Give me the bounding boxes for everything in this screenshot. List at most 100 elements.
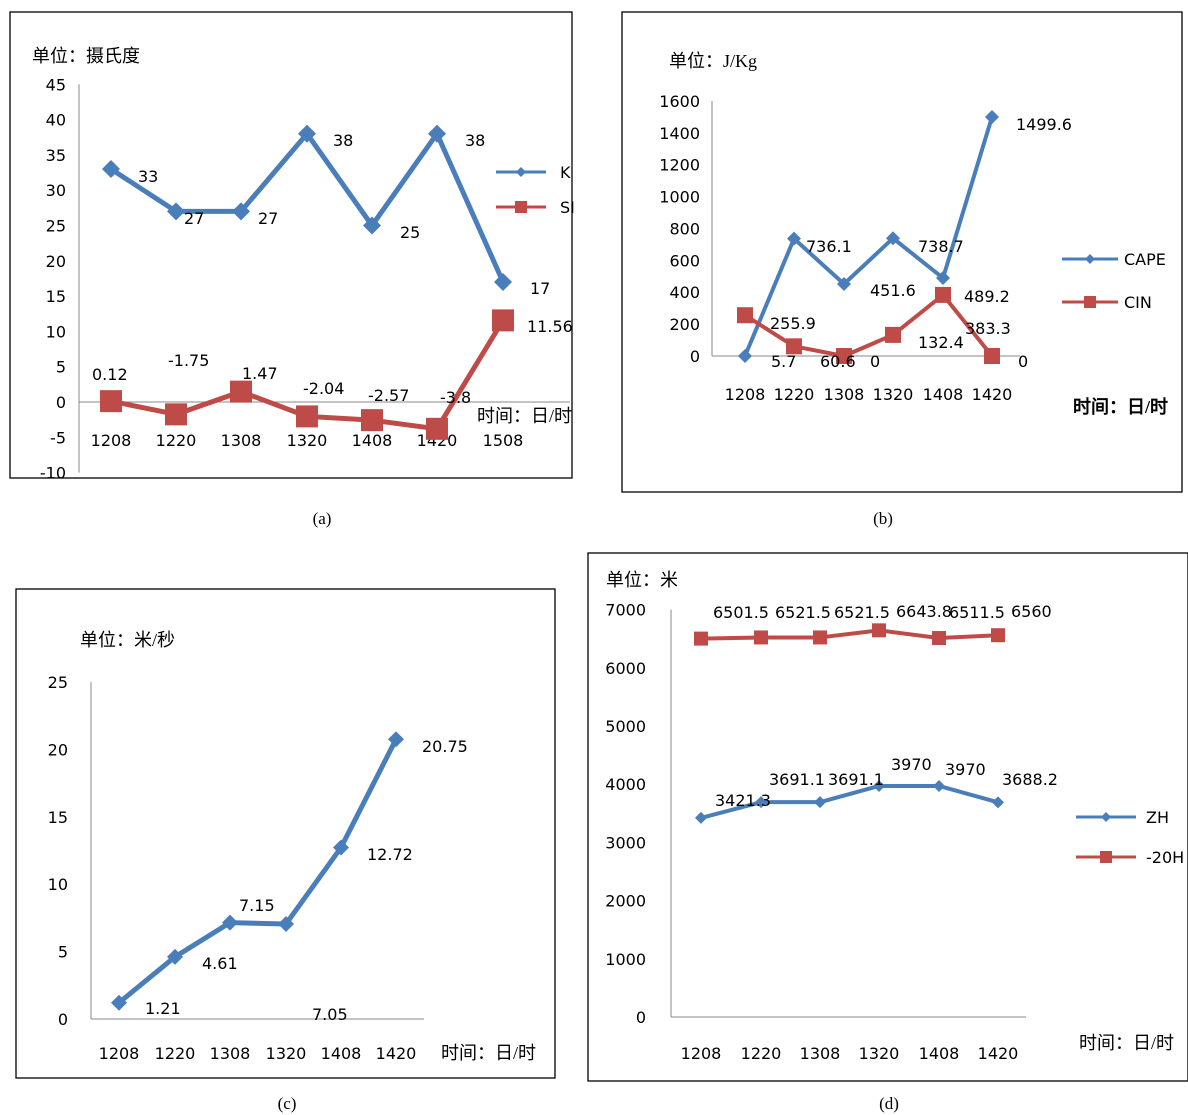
- chart-c-x-tick: 1408: [321, 1044, 362, 1063]
- chart-a-data-point: [102, 160, 120, 179]
- chart-c-data-point: [388, 731, 404, 748]
- chart-b-data-point: [886, 231, 900, 246]
- chart-a-data-point: [296, 405, 318, 428]
- chart-b-data-label: 0: [1018, 352, 1028, 371]
- chart-d-x-tick: 1308: [800, 1044, 841, 1063]
- chart-a-data-label: 17: [530, 279, 550, 298]
- chart-a-data-point: [298, 124, 316, 143]
- chart-a-data-label: 27: [184, 209, 204, 228]
- chart-a-data-point: [428, 124, 446, 143]
- chart-c-x-tick: 1320: [266, 1044, 307, 1063]
- chart-d-caption: (d): [879, 1094, 899, 1113]
- chart-d-x-tick: 1408: [919, 1044, 960, 1063]
- chart-c-y-tick: 10: [48, 875, 68, 894]
- chart-b-data-point: [936, 271, 950, 286]
- chart-c-series-line: [117, 738, 399, 1005]
- chart-d-y-tick: 0: [636, 1008, 646, 1027]
- chart-b-data-label: 489.2: [964, 287, 1010, 306]
- chart-d-data-label: 6521.5: [775, 603, 831, 622]
- chart-a-x-tick: 1320: [287, 431, 328, 450]
- chart-d-legend-marker: [1101, 812, 1111, 822]
- chart-a-data-label: -1.75: [168, 351, 209, 370]
- chart-d-x-tick: 1420: [978, 1044, 1019, 1063]
- chart-d-y-tick: 6000: [605, 659, 646, 678]
- chart-c-data-point: [222, 914, 238, 931]
- chart-b-unit-label: 单位：J/Kg: [669, 51, 757, 71]
- chart-a-data-label: -2.04: [303, 379, 344, 398]
- chart-d-x-tick: 1320: [859, 1044, 900, 1063]
- chart-a-data-point: [426, 417, 448, 440]
- chart-a-legend-label: K: [560, 163, 571, 182]
- chart-b-legend-label: CAPE: [1124, 250, 1166, 269]
- chart-d-data-label: 3691.1: [828, 770, 884, 789]
- chart-d-legend-item: -20H: [1076, 848, 1184, 867]
- chart-b-y-tick: 1000: [659, 188, 700, 207]
- chart-a: 45 40 35 30 25 20 15 10 5 0 -5 -10 1208 1220 1308 1320 1…: [9, 11, 575, 483]
- chart-b-data-label: 60.6: [820, 352, 856, 371]
- chart-a-data-point: [492, 309, 514, 332]
- chart-a-legend-marker: [515, 201, 527, 213]
- chart-c-y-tick: 25: [48, 673, 68, 692]
- chart-d-data-point: [814, 796, 826, 809]
- chart-a-data-point: [167, 202, 185, 221]
- chart-b-legend-marker: [1085, 254, 1095, 264]
- chart-d-x-tick: 1208: [681, 1044, 722, 1063]
- chart-a-legend-item: K: [496, 163, 571, 182]
- chart-d-data-point: [695, 811, 707, 824]
- chart-b-data-label: 738.7: [918, 237, 964, 256]
- chart-d-x-label: 时间：日/时: [1079, 1033, 1174, 1053]
- chart-a-y-tick: 5: [56, 358, 66, 377]
- chart-b-data-point: [885, 326, 901, 343]
- chart-a-y-tick: 45: [46, 75, 66, 94]
- chart-b-legend-marker: [1084, 296, 1096, 308]
- chart-a-y-tick: 30: [46, 181, 66, 200]
- chart-d-data-point: [992, 796, 1004, 809]
- chart-b-data-point: [737, 307, 753, 324]
- chart-a-data-label: 0.12: [92, 365, 128, 384]
- chart-b-y-tick: 800: [669, 219, 700, 238]
- chart-d-data-point: [755, 796, 767, 809]
- chart-a-data-label: -3.8: [440, 388, 471, 407]
- chart-b-data-point: [985, 109, 999, 124]
- chart-d-data-point: [694, 631, 708, 646]
- chart-c-data-label: 12.72: [367, 845, 413, 864]
- chart-c-y-tick: 20: [48, 740, 68, 759]
- chart-b-data-label: 451.6: [870, 281, 916, 300]
- chart-b-data-point: [984, 348, 1000, 364]
- chart-b-data-label: 0: [870, 352, 880, 371]
- chart-a-frame: [9, 11, 573, 479]
- chart-b-x-tick: 1220: [774, 385, 815, 404]
- chart-a-data-label: 1.47: [242, 364, 278, 383]
- chart-d-legend-marker: [1100, 851, 1112, 863]
- chart-c-data-label: 7.15: [239, 896, 275, 915]
- chart-c-data-label: 1.21: [145, 999, 181, 1018]
- chart-d-legend-label: -20H: [1146, 848, 1184, 867]
- chart-b-series-line: [743, 116, 994, 357]
- chart-a-data-label: 25: [400, 223, 420, 242]
- chart-c: 25 20 15 10 5 0 1208 1220 1308 1320 1408 1420 单位：米/秒…: [15, 588, 556, 1079]
- chart-a-legend-label: SI: [560, 198, 575, 217]
- chart-d-legend-label: ZH: [1146, 808, 1169, 827]
- chart-d-data-point: [873, 779, 885, 792]
- chart-a-y-tick: 15: [46, 287, 66, 306]
- chart-d-data-point: [872, 623, 886, 638]
- chart-d-data-label: 6643.8: [896, 602, 952, 621]
- chart-d-series-0: [695, 779, 1004, 824]
- chart-b-frame: [621, 11, 1183, 493]
- chart-b-data-label: 255.9: [770, 314, 816, 333]
- chart-a-y-tick: 40: [46, 111, 66, 130]
- chart-a-series-1: [100, 309, 514, 440]
- chart-c-y-tick: 0: [58, 1010, 68, 1029]
- chart-d-data-label: 3691.1: [769, 770, 825, 789]
- chart-b-y-tick: 1600: [659, 92, 700, 111]
- chart-a-data-point: [361, 409, 383, 432]
- chart-b-y-tick: 1400: [659, 124, 700, 143]
- chart-b-x-tick: 1320: [873, 385, 914, 404]
- chart-b-data-label: 736.1: [806, 237, 852, 256]
- chart-b-x-tick: 1420: [972, 385, 1013, 404]
- chart-b-y-tick: 1200: [659, 156, 700, 175]
- chart-a-y-tick: 25: [46, 217, 66, 236]
- chart-b-x-label: 时间：日/时: [1073, 397, 1168, 417]
- chart-d-unit-label: 单位：米: [606, 570, 678, 590]
